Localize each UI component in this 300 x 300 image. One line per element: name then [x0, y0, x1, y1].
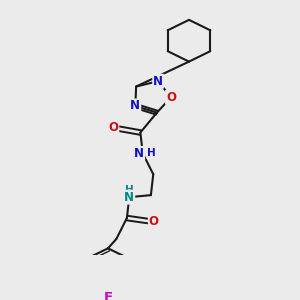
Text: O: O — [108, 121, 118, 134]
Text: F: F — [103, 291, 112, 300]
Text: O: O — [149, 214, 159, 228]
Text: N: N — [130, 100, 140, 112]
Text: N: N — [124, 191, 134, 204]
Text: H: H — [125, 185, 134, 195]
Text: N: N — [134, 147, 144, 160]
Text: N: N — [153, 75, 163, 88]
Text: O: O — [166, 91, 176, 104]
Text: H: H — [147, 148, 156, 158]
